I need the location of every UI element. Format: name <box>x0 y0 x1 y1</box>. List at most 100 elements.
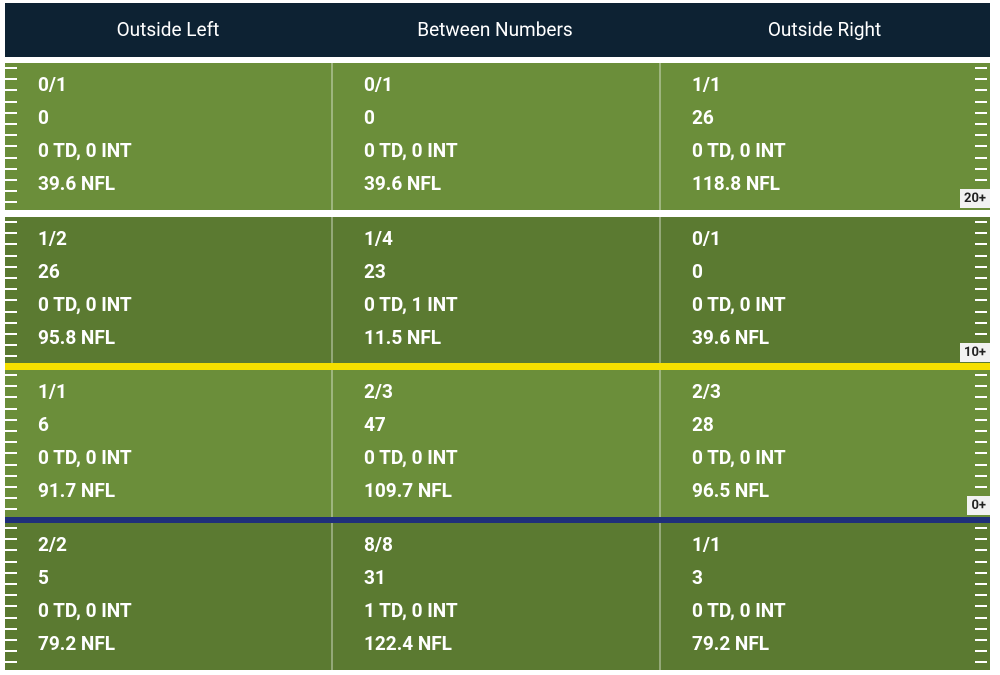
hash-mark <box>5 560 17 563</box>
hash-mark <box>975 333 987 335</box>
hash-mark <box>975 549 987 552</box>
hash-mark <box>5 190 17 193</box>
hash-mark <box>975 583 987 585</box>
cell-stat: 39.6 NFL <box>692 326 770 349</box>
hash-mark <box>5 639 17 641</box>
hash-mark <box>5 385 17 388</box>
hash-mark <box>5 156 17 159</box>
cell-stat: 1/2 <box>38 227 67 250</box>
hash-mark <box>5 616 17 619</box>
hash-mark <box>975 134 987 137</box>
cell-stat: 79.2 NFL <box>692 632 770 655</box>
hash-mark <box>975 452 987 455</box>
hash-mark <box>975 123 987 125</box>
column-divider <box>659 523 661 670</box>
cell-stat: 0 TD, 0 INT <box>38 446 132 469</box>
hash-mark <box>975 430 987 432</box>
cell-stat: 95.8 NFL <box>38 326 116 349</box>
hash-mark <box>5 549 17 552</box>
zone-line <box>5 363 990 370</box>
hash-mark <box>975 156 987 159</box>
cell-stat: 0 TD, 0 INT <box>692 446 786 469</box>
hash-mark <box>975 463 987 466</box>
hash-mark <box>975 594 987 597</box>
zone-line <box>5 517 990 523</box>
zone-label: 20+ <box>959 189 990 208</box>
cell-stat: 0/1 <box>38 73 67 96</box>
hash-mark <box>5 508 17 511</box>
hash-mark <box>5 497 17 500</box>
hash-mark <box>975 145 987 148</box>
column-divider <box>659 370 661 517</box>
cell-stat: 122.4 NFL <box>364 632 452 655</box>
hash-mark <box>975 310 987 313</box>
zone-label: 0+ <box>967 496 990 515</box>
cell-stat: 0 TD, 0 INT <box>364 139 458 162</box>
cell-stat: 39.6 NFL <box>364 172 442 195</box>
hash-mark <box>975 243 987 246</box>
hash-mark <box>5 201 17 204</box>
cell-stat: 8/8 <box>364 533 393 556</box>
hash-mark <box>5 486 17 488</box>
hash-mark <box>975 616 987 619</box>
hash-mark <box>5 232 17 235</box>
hash-mark <box>5 265 17 268</box>
zone-line <box>5 211 990 216</box>
cell-stat: 39.6 NFL <box>38 172 116 195</box>
hash-mark <box>5 627 17 630</box>
column-divider <box>331 370 333 517</box>
hash-mark <box>5 310 17 313</box>
column-header: Between Numbers <box>417 18 573 41</box>
cell-stat: 0 TD, 0 INT <box>364 446 458 469</box>
column-divider <box>331 63 333 210</box>
hash-mark <box>5 374 17 376</box>
hash-mark <box>5 650 17 653</box>
cell-stat: 0 TD, 0 INT <box>38 293 132 316</box>
hash-mark <box>975 299 987 302</box>
hash-mark <box>975 538 987 541</box>
cell-stat: 26 <box>692 106 714 129</box>
cell-stat: 2/3 <box>692 380 721 403</box>
cell-stat: 1/1 <box>38 380 67 403</box>
cell-stat: 47 <box>364 413 386 436</box>
hash-mark <box>5 321 17 324</box>
cell-stat: 2/3 <box>364 380 393 403</box>
column-divider <box>331 523 333 670</box>
hash-mark <box>5 78 17 81</box>
cell-stat: 118.8 NFL <box>692 172 780 195</box>
hash-mark <box>5 396 17 399</box>
cell-stat: 23 <box>364 260 386 283</box>
hash-mark <box>5 474 17 477</box>
cell-stat: 0 TD, 1 INT <box>364 293 458 316</box>
hash-mark <box>5 463 17 466</box>
cell-stat: 26 <box>38 260 60 283</box>
hash-mark <box>975 374 987 376</box>
hash-mark <box>975 321 987 324</box>
cell-stat: 91.7 NFL <box>38 479 116 502</box>
cell-stat: 0 TD, 0 INT <box>692 599 786 622</box>
hash-mark <box>5 100 17 103</box>
hash-mark <box>5 344 17 347</box>
cell-stat: 1/1 <box>692 73 721 96</box>
cell-stat: 1/1 <box>692 533 721 556</box>
hash-mark <box>975 179 987 181</box>
hash-mark <box>5 355 17 358</box>
hash-mark <box>5 123 17 125</box>
hash-mark <box>5 288 17 291</box>
hash-mark <box>975 100 987 103</box>
hash-mark <box>975 265 987 268</box>
cell-stat: 0 <box>364 106 375 129</box>
hash-mark <box>975 474 987 477</box>
hash-mark <box>975 661 987 664</box>
hash-mark <box>975 385 987 388</box>
cell-stat: 109.7 NFL <box>364 479 452 502</box>
hash-mark <box>975 527 987 529</box>
hash-mark <box>5 661 17 664</box>
cell-stat: 0/1 <box>364 73 393 96</box>
hash-mark <box>5 243 17 246</box>
cell-stat: 79.2 NFL <box>38 632 116 655</box>
column-divider <box>331 217 333 364</box>
hash-mark <box>5 605 17 608</box>
cell-stat: 3 <box>692 566 703 589</box>
